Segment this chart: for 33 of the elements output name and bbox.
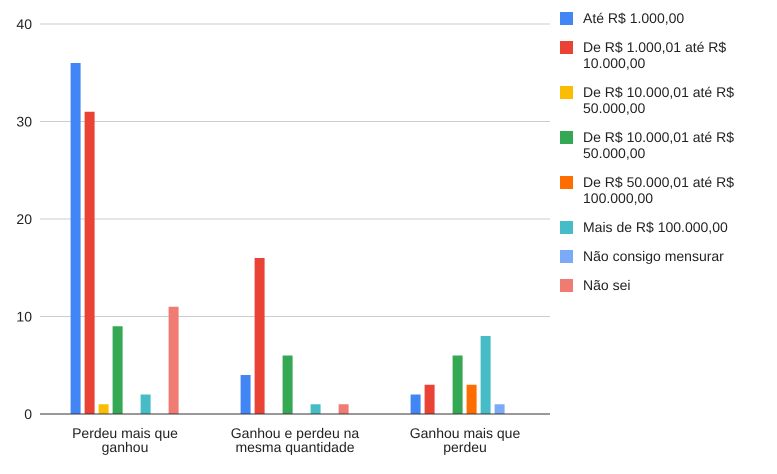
bar (282, 356, 293, 414)
bar (84, 112, 95, 414)
bar (338, 404, 349, 414)
legend-label: De R$ 10.000,01 até R$ 50.000,00 (583, 84, 735, 116)
bar (480, 336, 491, 414)
legend-label: Mais de R$ 100.000,00 (583, 219, 728, 235)
bar (494, 404, 505, 414)
x-tick-label: Perdeu mais que ganhou (72, 424, 178, 455)
legend-label: Até R$ 1.000,00 (583, 10, 684, 26)
legend-label: Não consigo mensurar (583, 248, 724, 264)
x-tick-label: Ganhou e perdeu na mesma quantidade (230, 424, 360, 455)
y-tick-label: 20 (16, 210, 32, 227)
bar (140, 394, 151, 414)
y-tick-label: 0 (24, 406, 32, 422)
bar (424, 384, 435, 414)
bar (168, 306, 179, 414)
y-tick-label: 40 (16, 16, 32, 32)
legend-label: Não sei (583, 277, 630, 293)
legend-label: De R$ 50.000,01 até R$ 100.000,00 (583, 174, 735, 206)
bar (410, 394, 421, 414)
bar (466, 384, 477, 414)
bar (254, 258, 265, 414)
bar (240, 375, 251, 414)
bar (452, 356, 463, 414)
bar (70, 63, 81, 414)
x-tick-label: Ganhou mais que perdeu (410, 424, 520, 455)
legend-label: De R$ 10.000,01 até R$ 50.000,00 (583, 129, 735, 161)
bar (310, 404, 321, 414)
bar (112, 326, 123, 414)
legend-label: De R$ 1.000,01 até R$ 10.000,00 (583, 39, 728, 71)
bar (98, 404, 109, 414)
y-tick-label: 30 (16, 113, 32, 130)
y-tick-label: 10 (16, 308, 32, 324)
